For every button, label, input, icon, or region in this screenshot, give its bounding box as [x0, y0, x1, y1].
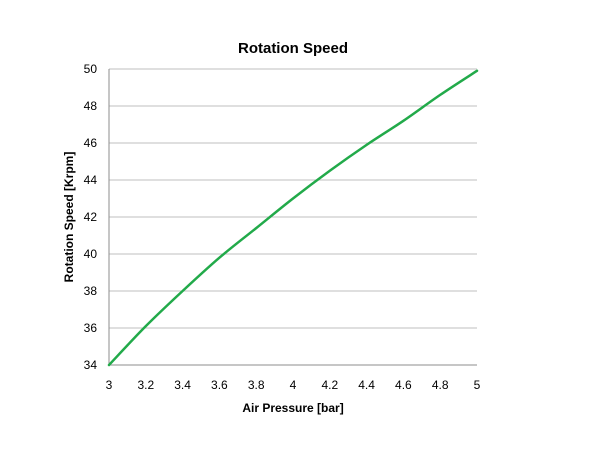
- x-tick-label: 5: [474, 378, 481, 392]
- x-tick-labels: 3 3.2 3.4 3.6 3.8 4 4.2 4.4 4.6 4.8 5: [106, 378, 481, 392]
- x-tick-label: 3: [106, 378, 113, 392]
- x-tick-label: 4.6: [395, 378, 412, 392]
- y-tick-label: 34: [84, 358, 98, 372]
- x-tick-label: 3.8: [248, 378, 265, 392]
- x-tick-label: 4.8: [432, 378, 449, 392]
- y-tick-label: 42: [84, 210, 98, 224]
- x-tick-label: 3.6: [211, 378, 228, 392]
- y-tick-label: 48: [84, 99, 98, 113]
- y-tick-labels: 34 36 38 40 42 44 46 48 50: [84, 62, 98, 372]
- y-tick-label: 46: [84, 136, 98, 150]
- y-tick-label: 40: [84, 247, 98, 261]
- y-tick-label: 44: [84, 173, 98, 187]
- x-tick-label: 4.2: [321, 378, 338, 392]
- x-axis-title: Air Pressure [bar]: [242, 401, 343, 415]
- series-layer: [107, 69, 479, 367]
- y-tick-label: 36: [84, 321, 98, 335]
- gridlines: [109, 68, 477, 329]
- chart-title: Rotation Speed: [238, 40, 348, 57]
- x-tick-label: 4.4: [358, 378, 375, 392]
- y-tick-label: 50: [84, 62, 98, 76]
- x-tick-label: 3.2: [137, 378, 154, 392]
- axes: [108, 69, 477, 366]
- x-tick-label: 4: [290, 378, 297, 392]
- y-axis-title: Rotation Speed [Krpm]: [62, 152, 76, 283]
- series-line: [107, 69, 479, 367]
- x-tick-label: 3.4: [174, 378, 191, 392]
- y-tick-label: 38: [84, 284, 98, 298]
